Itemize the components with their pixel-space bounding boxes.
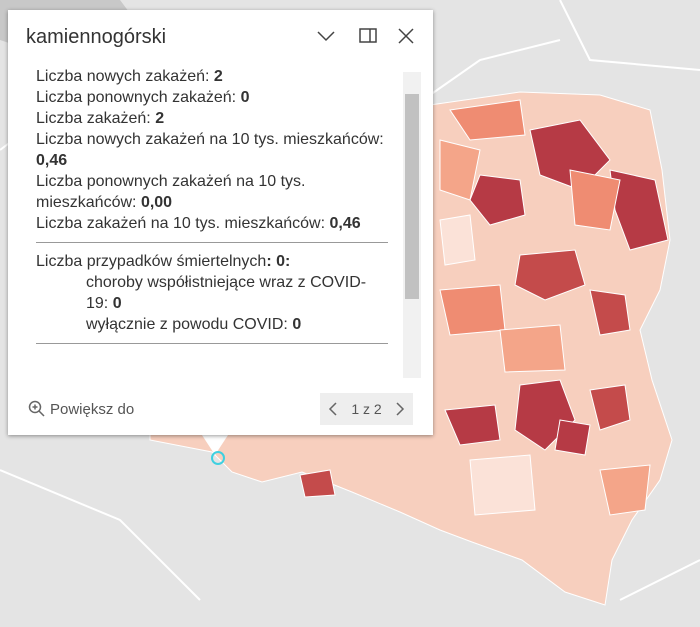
field-label: Liczba ponownych zakażeń na 10 tys. mies… <box>36 173 306 211</box>
field-value: 0,46 <box>329 215 361 232</box>
next-button[interactable] <box>395 401 405 417</box>
separator <box>36 242 388 243</box>
field-row: Liczba nowych zakażeń: 2 <box>36 66 388 87</box>
field-value: 0 <box>292 316 302 333</box>
zoom-button[interactable]: Powiększ do <box>28 400 134 418</box>
close-button[interactable] <box>396 26 416 46</box>
field-value: 2 <box>213 68 223 85</box>
field-value: 0,00 <box>140 194 173 211</box>
field-label: Liczba zakażeń na 10 tys. mieszkańców: <box>36 215 326 232</box>
field-label: Liczba zakażeń: <box>36 110 151 127</box>
dock-button[interactable] <box>358 26 378 46</box>
field-value: 2 <box>155 110 165 127</box>
field-value: 0 <box>112 295 122 312</box>
separator <box>36 343 388 344</box>
field-row: Liczba ponownych zakażeń na 10 tys. mies… <box>36 171 388 213</box>
field-row: Liczba przypadków śmiertelnych: 0: <box>36 251 388 272</box>
field-label: Liczba nowych zakażeń na 10 tys. mieszka… <box>36 131 384 148</box>
scrollbar[interactable] <box>403 72 421 378</box>
field-label: wyłącznie z powodu COVID: <box>86 316 288 333</box>
field-row: Liczba zakażeń na 10 tys. mieszkańców: 0… <box>36 213 388 234</box>
field-label: choroby współistniejące wraz z COVID-19: <box>86 274 367 312</box>
zoom-icon <box>28 400 45 417</box>
pager: 1 z 2 <box>320 393 413 425</box>
zoom-label: Powiększ do <box>50 400 135 418</box>
field-row: Liczba zakażeń: 2 <box>36 108 388 129</box>
field-row: Liczba ponownych zakażeń: 0 <box>36 87 388 108</box>
field-label: Liczba ponownych zakażeń: <box>36 89 237 106</box>
scroll-thumb[interactable] <box>405 94 419 299</box>
collapse-button[interactable] <box>316 26 336 46</box>
field-value: 0,46 <box>36 152 68 169</box>
sub-field-row: choroby współistniejące wraz z COVID-19:… <box>36 272 388 314</box>
popup-content: Liczba nowych zakażeń: 2 Liczba ponownych… <box>36 66 388 376</box>
field-value: 0 <box>240 89 250 106</box>
field-row: Liczba nowych zakażeń na 10 tys. mieszka… <box>36 129 388 171</box>
popup-title: kamiennogórski <box>26 26 167 48</box>
prev-button[interactable] <box>328 401 338 417</box>
sub-field-row: wyłącznie z powodu COVID: 0 <box>36 314 388 335</box>
field-label: Liczba nowych zakażeń: <box>36 68 210 85</box>
field-value: : 0: <box>266 253 291 270</box>
pager-label: 1 z 2 <box>351 401 382 417</box>
field-label: Liczba przypadków śmiertelnych <box>36 253 267 270</box>
